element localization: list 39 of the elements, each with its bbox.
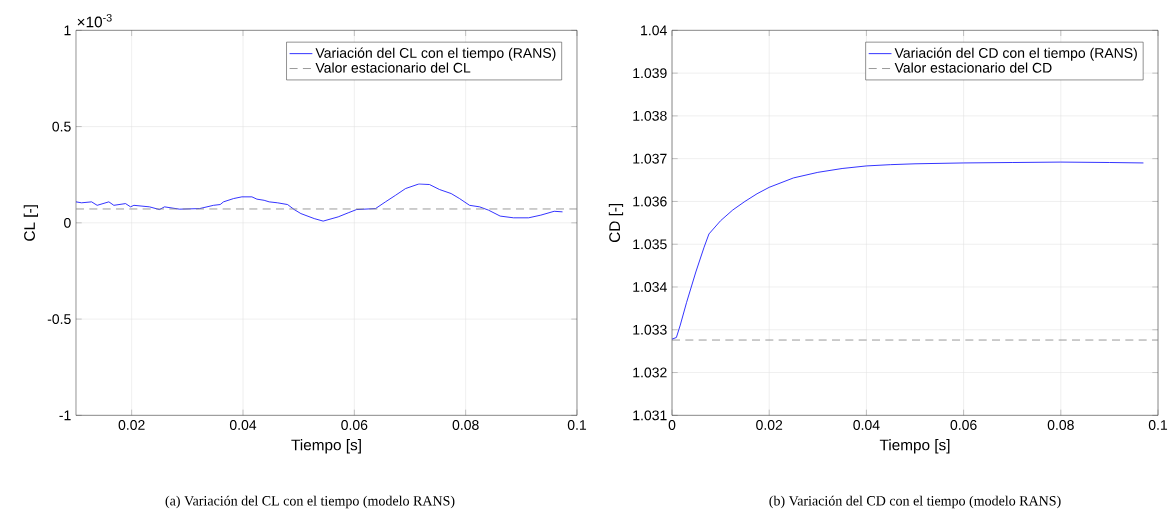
y-tick-label: 1.036 — [633, 196, 667, 207]
x-tick-label: 0.02 — [756, 420, 783, 430]
x-tick-label: 0.08 — [1047, 420, 1074, 430]
x-tick-label: 0 — [668, 420, 676, 430]
y-tick-label: -0.5 — [47, 314, 71, 325]
y-tick-label: 1.033 — [633, 324, 667, 335]
y-tick-label: 1.038 — [633, 110, 667, 121]
x-axis-title: Tiempo [s] — [879, 439, 950, 454]
y-tick-label: 1.032 — [633, 367, 667, 378]
y-tick-label: 1 — [64, 25, 71, 36]
y-tick-label: -1 — [59, 410, 71, 421]
y-tick-label: 1.037 — [633, 153, 667, 164]
x-tick-label: 0.1 — [567, 420, 587, 430]
line-series — [76, 183, 563, 222]
y-tick-label: 1.04 — [641, 25, 667, 36]
x-tick-label: 0.02 — [118, 420, 145, 430]
legend-label: Valor estacionario del CD — [894, 62, 1052, 73]
text: ×10$^{-3}$ — [77, 13, 112, 28]
text: (b) Variación del CD con el tiempo (modelo RANS) — [769, 495, 1061, 509]
x-axis-title: Tiempo [s] — [291, 439, 361, 454]
x-tick-label: 0.06 — [950, 420, 977, 430]
legend-label: Variación del CL con el tiempo (RANS) — [315, 47, 556, 61]
x-tick-label: 0.08 — [452, 420, 479, 430]
text: (a) Variación del CL con el tiempo (modelo RANS) — [165, 495, 455, 509]
y-axis-title: CD [-] — [608, 203, 624, 243]
legend-label: Variación del CD con el tiempo (RANS) — [894, 47, 1137, 61]
x-tick-label: 0.1 — [1148, 420, 1168, 430]
y-tick-label: 1.039 — [633, 68, 667, 79]
line-series — [672, 161, 1144, 340]
y-tick-label: 0.5 — [52, 121, 71, 132]
y-tick-label: 1.031 — [633, 410, 667, 421]
y-axis-title: CL [-] — [23, 205, 39, 241]
legend-label: Valor estacionario del CL — [315, 62, 471, 73]
y-tick-label: 0 — [64, 217, 71, 228]
x-tick-label: 0.04 — [229, 420, 257, 430]
y-tick-label: 1.034 — [633, 282, 667, 292]
y-tick-label: 1.035 — [633, 239, 667, 250]
x-tick-label: 0.04 — [853, 420, 880, 430]
x-tick-label: 0.06 — [341, 420, 368, 430]
